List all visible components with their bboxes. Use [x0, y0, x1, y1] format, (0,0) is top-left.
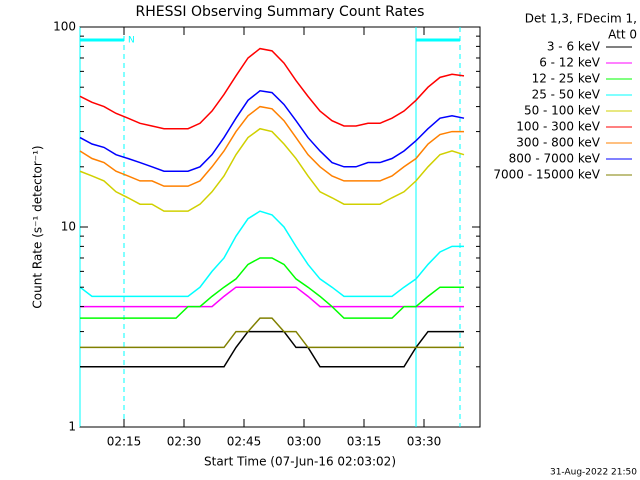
x-tick-label: 03:15 — [347, 435, 382, 449]
series-line — [79, 210, 464, 298]
y-tick-label: 1 — [68, 420, 76, 434]
legend-label: 100 - 300 keV — [516, 120, 600, 134]
y-tick-label: 100 — [53, 20, 76, 34]
legend-label: 12 - 25 keV — [532, 72, 601, 86]
legend-header: Det 1,3, FDecim 1, — [525, 12, 637, 26]
legend-label: 25 - 50 keV — [532, 88, 601, 102]
legend-label: 3 - 6 keV — [547, 40, 601, 54]
x-tick-label: 03:30 — [407, 435, 442, 449]
timestamp: 31-Aug-2022 21:50 — [550, 468, 637, 478]
x-tick-label: 02:30 — [167, 435, 202, 449]
series-line — [79, 127, 465, 212]
x-tick-label: 02:45 — [227, 435, 262, 449]
night-label: N — [128, 36, 135, 46]
x-axis-label: Start Time (07-Jun-16 02:03:02) — [204, 455, 396, 469]
series-line — [79, 89, 465, 172]
legend-label: 300 - 800 keV — [516, 136, 600, 150]
legend-label: 50 - 100 keV — [524, 104, 601, 118]
legend-header: Att 0 — [608, 28, 637, 42]
x-tick-label: 02:15 — [107, 435, 142, 449]
legend-label: 800 - 7000 keV — [509, 152, 601, 166]
legend-label: 6 - 12 keV — [539, 56, 601, 70]
chart-title: RHESSI Observing Summary Count Rates — [136, 4, 425, 20]
series-line — [80, 286, 464, 308]
series-line — [79, 105, 464, 187]
y-tick-label: 10 — [61, 220, 76, 234]
y-axis-label: Count Rate (s⁻¹ detector⁻¹) — [31, 145, 45, 308]
series-line — [80, 330, 464, 368]
x-tick-label: 03:00 — [287, 435, 322, 449]
series-line — [80, 317, 464, 349]
series-line — [80, 257, 464, 319]
legend-label: 7000 - 15000 keV — [493, 168, 600, 182]
series-line — [79, 47, 465, 130]
